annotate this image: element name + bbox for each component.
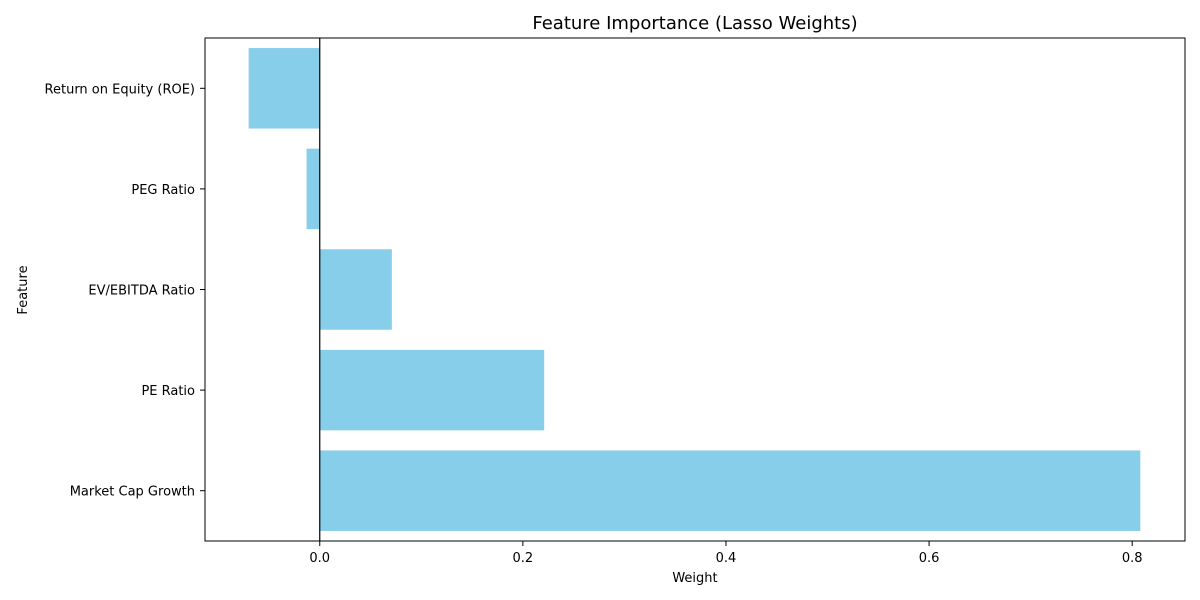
bar-market-cap-growth <box>319 450 1141 531</box>
bar-pe-ratio <box>319 349 545 431</box>
y-tick-label: EV/EBITDA Ratio <box>88 284 195 299</box>
x-axis-ticks: 0.0 0.2 0.4 0.6 0.8 <box>309 541 1143 566</box>
y-tick-label: PE Ratio <box>141 384 195 399</box>
x-tick-label: 0.6 <box>919 551 940 566</box>
y-tick-label: Return on Equity (ROE) <box>45 82 195 97</box>
bar-return-on-equity-roe <box>248 48 320 129</box>
y-tick-label: PEG Ratio <box>131 183 195 198</box>
bars-group <box>248 48 1141 531</box>
chart-title: Feature Importance (Lasso Weights) <box>532 13 857 34</box>
y-axis-ticks: Market Cap Growth PE Ratio EV/EBITDA Ratio… <box>45 82 205 500</box>
bar-ev-ebitda-ratio <box>319 249 392 330</box>
x-tick-label: 0.2 <box>513 551 534 566</box>
x-tick-label: 0.4 <box>716 551 737 566</box>
y-axis-label: Feature <box>16 265 31 314</box>
y-tick-label: Market Cap Growth <box>70 485 195 500</box>
x-tick-label: 0.8 <box>1122 551 1143 566</box>
x-axis-label: Weight <box>672 571 717 586</box>
x-tick-label: 0.0 <box>309 551 330 566</box>
bar-peg-ratio <box>306 148 320 230</box>
